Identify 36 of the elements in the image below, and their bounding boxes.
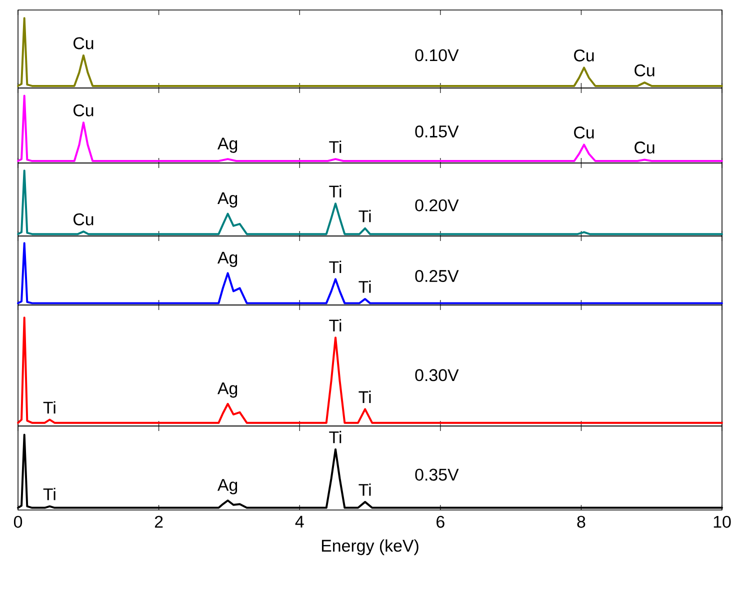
annotation: Ag xyxy=(217,252,238,267)
series-label: 0.10V xyxy=(415,49,459,62)
annotation: Ti xyxy=(329,185,342,198)
annotation: Cu xyxy=(634,142,654,154)
annotation: Ti xyxy=(43,488,56,500)
annotation: Cu xyxy=(74,104,94,116)
annotation: Ag xyxy=(217,138,238,153)
annotation: Ti xyxy=(358,280,371,293)
series-label: 0.20V xyxy=(415,199,459,212)
annotation: Cu xyxy=(574,49,594,62)
x-tick-label: 10 xyxy=(714,516,731,528)
series-label: 0.25V xyxy=(415,270,459,282)
annotation: Cu xyxy=(634,64,654,76)
x-axis-title: Energy (keV) xyxy=(322,539,418,556)
x-tick-label: 4 xyxy=(295,516,304,528)
annotation: Ti xyxy=(329,319,342,332)
annotation: Ti xyxy=(358,483,371,496)
annotation: Ag xyxy=(217,479,238,494)
annotation: Ti xyxy=(329,140,342,153)
series-label: 0.15V xyxy=(415,125,459,138)
annotation: Ti xyxy=(329,260,342,273)
annotation: Ti xyxy=(329,430,342,444)
text: 0.30V xyxy=(415,369,459,382)
annotation: Cu xyxy=(74,213,94,226)
annotation: Ti xyxy=(358,390,371,403)
x-tick-label: 2 xyxy=(154,516,163,528)
series-label: 0.35V xyxy=(415,468,459,481)
x-tick-label: 0 xyxy=(14,516,22,528)
annotation: Ti xyxy=(358,210,371,222)
annotation: Cu xyxy=(574,126,594,139)
annotation: Ag xyxy=(217,382,238,398)
annotation: Ag xyxy=(217,192,238,208)
x-tick-label: 6 xyxy=(436,516,444,528)
x-tick-label: 8 xyxy=(577,516,586,528)
annotation: Cu xyxy=(74,37,94,50)
annotation: Ti xyxy=(43,401,56,414)
